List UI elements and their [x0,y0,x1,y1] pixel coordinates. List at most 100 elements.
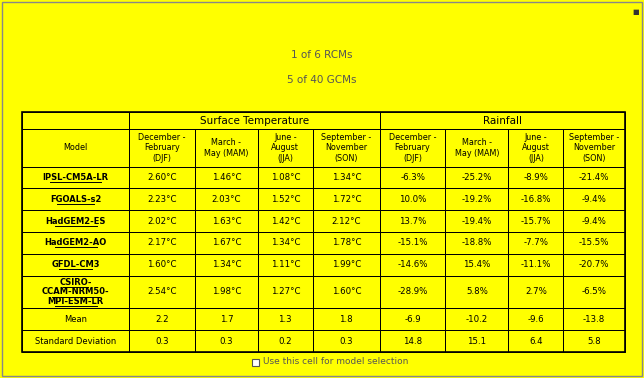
Bar [258,330,313,352]
Bar [258,276,313,308]
Text: 15.1: 15.1 [468,336,486,345]
Bar [22,112,129,129]
Text: FGOALS-s2: FGOALS-s2 [50,195,101,204]
Bar [258,232,313,254]
Bar [129,232,195,254]
Bar [446,330,508,352]
Bar [22,167,129,188]
Text: 5 of 40 GCMs: 5 of 40 GCMs [287,75,357,85]
Text: -6.5%: -6.5% [582,288,607,296]
Bar [508,167,564,188]
Text: 2.54°C: 2.54°C [147,288,177,296]
Text: Model: Model [64,143,88,152]
Text: 10.0%: 10.0% [399,195,426,204]
Bar [380,232,446,254]
Text: June -
August
(JJA): June - August (JJA) [522,133,550,163]
Bar [195,167,258,188]
Text: 2.12°C: 2.12°C [332,217,361,226]
Bar [195,308,258,330]
Text: GFDL-CM3: GFDL-CM3 [52,260,100,269]
Bar [313,188,380,210]
Text: 1.52°C: 1.52°C [270,195,300,204]
Bar [380,167,446,188]
Text: -7.7%: -7.7% [524,239,549,248]
Bar [380,129,446,167]
Text: 1.11°C: 1.11°C [270,260,300,269]
Text: 1.34°C: 1.34°C [270,239,300,248]
Bar [313,210,380,232]
Bar [508,254,564,276]
Text: 13.7%: 13.7% [399,217,426,226]
Bar [564,308,625,330]
Bar [313,254,380,276]
Text: -20.7%: -20.7% [579,260,609,269]
Text: 1.7: 1.7 [220,315,233,324]
Text: March -
May (MAM): March - May (MAM) [455,138,499,158]
Text: 1.72°C: 1.72°C [332,195,361,204]
Text: -6.9: -6.9 [404,315,421,324]
Bar [22,232,129,254]
Bar [22,330,129,352]
Text: HadGEM2-AO: HadGEM2-AO [44,239,107,248]
Text: -15.7%: -15.7% [520,217,551,226]
Text: December -
February
(DJF): December - February (DJF) [389,133,437,163]
Text: 2.2: 2.2 [155,315,169,324]
Bar [446,129,508,167]
Text: -28.9%: -28.9% [397,288,428,296]
Text: -25.2%: -25.2% [462,173,492,182]
Bar [564,254,625,276]
Text: 2.23°C: 2.23°C [147,195,177,204]
Text: 14.8: 14.8 [403,336,422,345]
Bar [129,308,195,330]
Bar [22,188,129,210]
Bar [564,167,625,188]
Bar [508,330,564,352]
Text: 2.60°C: 2.60°C [147,173,177,182]
Text: -8.9%: -8.9% [524,173,548,182]
Text: 1.34°C: 1.34°C [212,260,241,269]
Bar [252,358,259,366]
Bar [129,112,380,129]
Text: -19.2%: -19.2% [462,195,492,204]
Text: ■: ■ [632,9,639,15]
Text: 1.46°C: 1.46°C [212,173,241,182]
Text: 1.3: 1.3 [278,315,292,324]
Bar [564,210,625,232]
Bar [195,232,258,254]
Bar [195,188,258,210]
Bar [22,276,129,308]
Bar [446,167,508,188]
Text: HadGEM2-ES: HadGEM2-ES [46,217,106,226]
Bar [313,167,380,188]
Bar [564,129,625,167]
Bar [129,129,195,167]
Text: 1.60°C: 1.60°C [332,288,361,296]
Bar [564,188,625,210]
Bar [446,276,508,308]
Bar [313,308,380,330]
Text: Mean: Mean [64,315,87,324]
Text: 2.03°C: 2.03°C [212,195,241,204]
Text: 15.4%: 15.4% [463,260,491,269]
Text: September -
November
(SON): September - November (SON) [569,133,620,163]
Bar [258,210,313,232]
Bar [508,210,564,232]
Text: Rainfall: Rainfall [483,116,522,125]
Bar [258,308,313,330]
Text: 2.02°C: 2.02°C [147,217,177,226]
Text: -11.1%: -11.1% [520,260,551,269]
Bar [380,330,446,352]
Bar [195,129,258,167]
Text: IPSL-CM5A-LR: IPSL-CM5A-LR [43,173,109,182]
Bar [380,112,625,129]
Bar [508,232,564,254]
Text: September -
November
(SON): September - November (SON) [321,133,372,163]
Bar [195,276,258,308]
Bar [446,308,508,330]
Text: -9.4%: -9.4% [582,217,607,226]
Text: 1.27°C: 1.27°C [270,288,300,296]
Text: 1.34°C: 1.34°C [332,173,361,182]
Text: 1.42°C: 1.42°C [270,217,300,226]
Bar [564,276,625,308]
Text: December -
February
(DJF): December - February (DJF) [138,133,185,163]
